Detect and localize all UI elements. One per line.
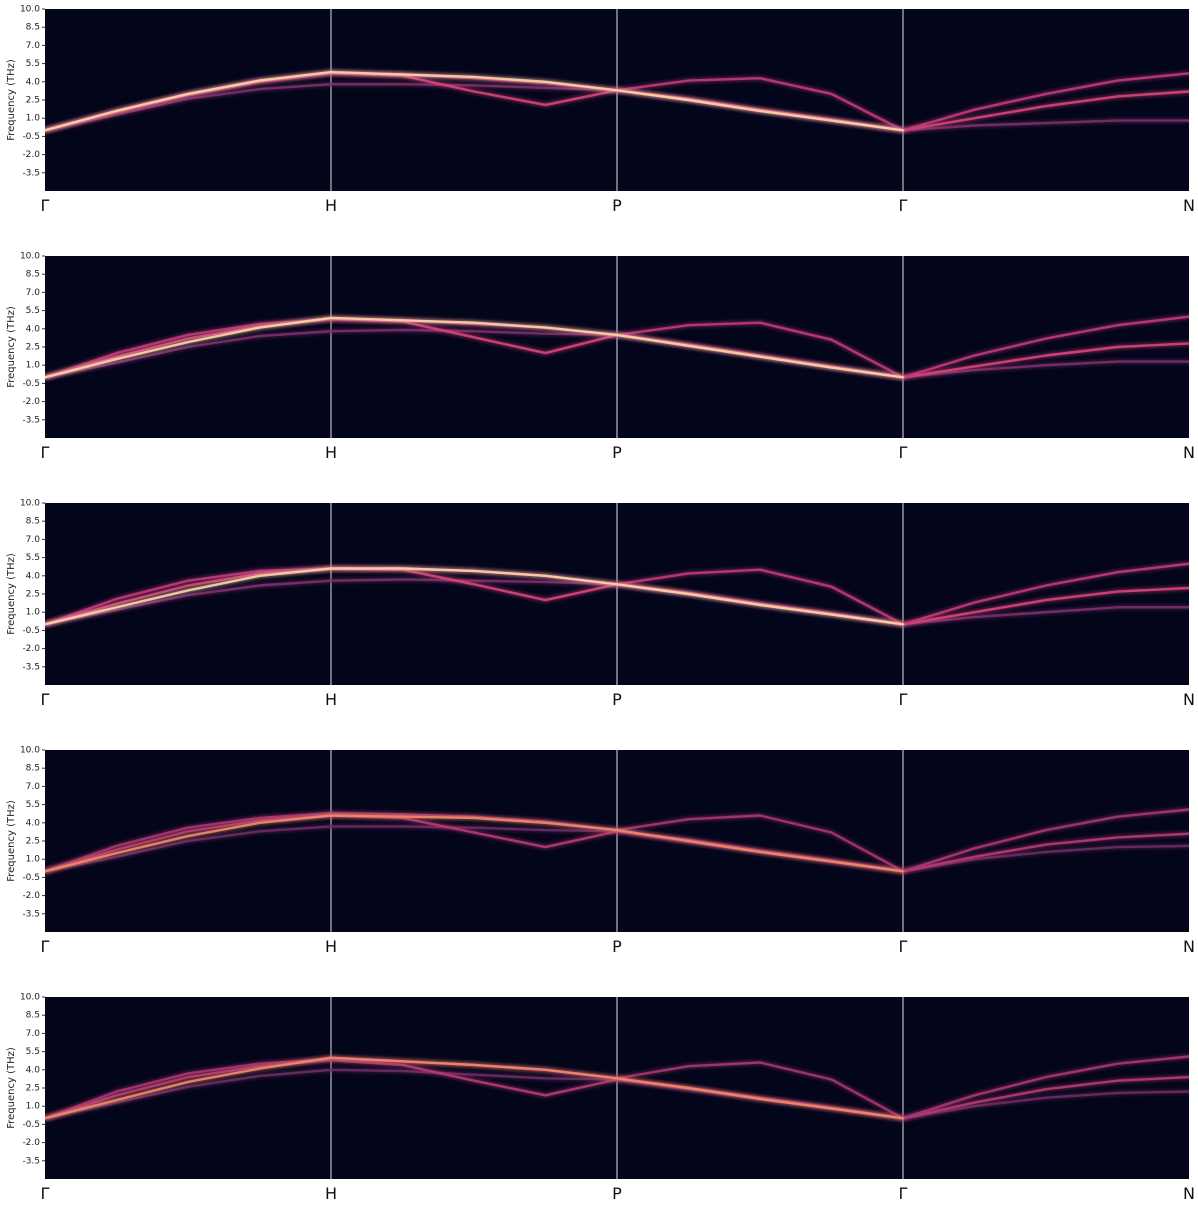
y-tick-label: 2.5 xyxy=(26,837,40,847)
y-axis-label: Frequency (THz) xyxy=(6,306,17,388)
x-tick-label: N xyxy=(1183,1184,1195,1203)
y-tick-label: 10.0 xyxy=(20,993,40,1003)
x-tick-label: N xyxy=(1183,937,1195,956)
x-tick-label: H xyxy=(325,690,337,709)
x-tick-label: P xyxy=(612,937,622,956)
x-tick-label: P xyxy=(612,196,622,215)
x-tick-label: Γ xyxy=(41,196,50,215)
y-tick-label: 5.5 xyxy=(26,59,40,69)
x-tick-label: N xyxy=(1183,443,1195,462)
y-axis-label: Frequency (THz) xyxy=(6,1047,17,1129)
y-tick-label: 5.5 xyxy=(26,553,40,563)
y-tick-label: -0.5 xyxy=(22,1120,40,1130)
panel: Γ H P Γ N 10.0 8.5 7.0 5.5 4.0 2.5 1.0 -0.5 -2.0 -3.5 F… xyxy=(6,5,1195,216)
panel: Γ H P Γ N 10.0 8.5 7.0 5.5 4.0 2.5 1.0 -0.5 -2.0 -3.5 F… xyxy=(6,252,1195,463)
y-tick-label: -3.5 xyxy=(22,662,40,672)
x-tick-label: Γ xyxy=(41,1184,50,1203)
y-tick-label: -0.5 xyxy=(22,626,40,636)
y-tick-label: 2.5 xyxy=(26,1084,40,1094)
y-tick-label: 8.5 xyxy=(26,270,40,280)
y-tick-label: 7.0 xyxy=(26,535,41,545)
y-tick-label: -3.5 xyxy=(22,415,40,425)
y-tick-label: 4.0 xyxy=(26,77,41,87)
y-tick-label: 1.0 xyxy=(26,608,41,618)
y-tick-label: 1.0 xyxy=(26,361,41,371)
x-tick-label: N xyxy=(1183,196,1195,215)
x-tick-label: Γ xyxy=(41,690,50,709)
y-tick-label: 5.5 xyxy=(26,1047,40,1057)
y-tick-label: -2.0 xyxy=(22,1138,40,1148)
y-tick-label: -3.5 xyxy=(22,909,40,919)
y-tick-label: -3.5 xyxy=(22,168,40,178)
y-tick-label: 4.0 xyxy=(26,571,41,581)
y-tick-label: 2.5 xyxy=(26,590,40,600)
x-tick-label: H xyxy=(325,443,337,462)
y-tick-label: 4.0 xyxy=(26,324,41,334)
y-tick-label: 1.0 xyxy=(26,114,41,124)
panel: Γ H P Γ N 10.0 8.5 7.0 5.5 4.0 2.5 1.0 -0.5 -2.0 -3.5 F… xyxy=(6,993,1195,1204)
x-tick-label: Γ xyxy=(41,443,50,462)
y-tick-label: 7.0 xyxy=(26,1029,41,1039)
page: Γ H P Γ N 10.0 8.5 7.0 5.5 4.0 2.5 1.0 -0.5 -2.0 -3.5 F… xyxy=(0,0,1198,1205)
x-tick-label: Γ xyxy=(899,937,908,956)
x-tick-label: N xyxy=(1183,690,1195,709)
chart-figure: Γ H P Γ N 10.0 8.5 7.0 5.5 4.0 2.5 1.0 -0.5 -2.0 -3.5 F… xyxy=(0,0,1198,1205)
x-tick-label: H xyxy=(325,1184,337,1203)
y-tick-label: 5.5 xyxy=(26,306,40,316)
y-tick-label: 1.0 xyxy=(26,855,41,865)
x-tick-label: Γ xyxy=(899,1184,908,1203)
y-axis-label: Frequency (THz) xyxy=(6,59,17,141)
y-tick-label: -0.5 xyxy=(22,379,40,389)
x-tick-label: Γ xyxy=(41,937,50,956)
y-tick-label: 10.0 xyxy=(20,499,40,509)
y-tick-label: -2.0 xyxy=(22,397,40,407)
x-tick-label: H xyxy=(325,196,337,215)
y-tick-label: -2.0 xyxy=(22,891,40,901)
y-tick-label: -2.0 xyxy=(22,644,40,654)
x-tick-label: P xyxy=(612,1184,622,1203)
x-tick-label: Γ xyxy=(899,196,908,215)
x-tick-label: Γ xyxy=(899,443,908,462)
x-tick-label: Γ xyxy=(899,690,908,709)
y-axis-label: Frequency (THz) xyxy=(6,800,17,882)
y-tick-label: 8.5 xyxy=(26,1011,40,1021)
y-tick-label: 2.5 xyxy=(26,343,40,353)
y-tick-label: 8.5 xyxy=(26,23,40,33)
y-tick-label: -2.0 xyxy=(22,150,40,160)
y-tick-label: 4.0 xyxy=(26,1065,41,1075)
y-tick-label: 1.0 xyxy=(26,1102,41,1112)
y-tick-label: 8.5 xyxy=(26,764,40,774)
x-tick-label: H xyxy=(325,937,337,956)
y-tick-label: 8.5 xyxy=(26,517,40,527)
y-tick-label: -3.5 xyxy=(22,1156,40,1166)
panel: Γ H P Γ N 10.0 8.5 7.0 5.5 4.0 2.5 1.0 -0.5 -2.0 -3.5 F… xyxy=(6,499,1195,710)
panel: Γ H P Γ N 10.0 8.5 7.0 5.5 4.0 2.5 1.0 -0.5 -2.0 -3.5 F… xyxy=(6,746,1195,957)
y-tick-label: 5.5 xyxy=(26,800,40,810)
y-tick-label: 10.0 xyxy=(20,252,40,262)
y-tick-label: 7.0 xyxy=(26,782,41,792)
y-tick-label: 7.0 xyxy=(26,288,41,298)
y-tick-label: 4.0 xyxy=(26,818,41,828)
y-tick-label: 7.0 xyxy=(26,41,41,51)
y-tick-label: -0.5 xyxy=(22,873,40,883)
x-tick-label: P xyxy=(612,443,622,462)
y-tick-label: 10.0 xyxy=(20,746,40,756)
y-tick-label: 2.5 xyxy=(26,96,40,106)
y-tick-label: -0.5 xyxy=(22,132,40,142)
x-tick-label: P xyxy=(612,690,622,709)
y-tick-label: 10.0 xyxy=(20,5,40,15)
y-axis-label: Frequency (THz) xyxy=(6,553,17,635)
